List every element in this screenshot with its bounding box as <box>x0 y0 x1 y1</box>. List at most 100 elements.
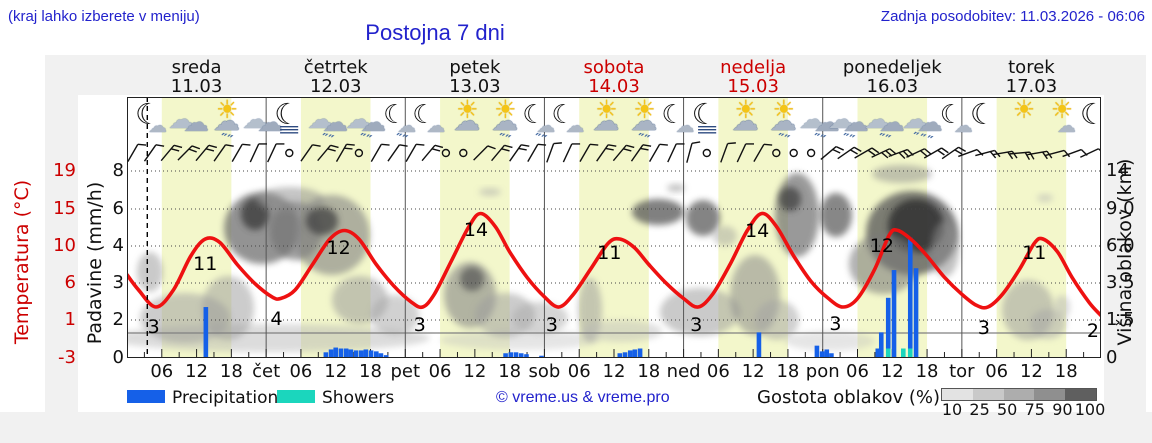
moon-icon: ☾ <box>1079 97 1106 131</box>
weather-icon: ☁ ☁ ″″ <box>798 100 840 149</box>
wind-barb-icon <box>854 147 880 159</box>
x-tick-label: 06 <box>428 361 452 382</box>
temperature-value-label: 3 <box>148 316 160 338</box>
temperature-value-label: 11 <box>193 253 217 275</box>
credit-link[interactable]: © vreme.us & vreme.pro <box>496 389 670 406</box>
cloud-icon: ☁ <box>257 108 283 138</box>
x-tick-label: ned <box>666 361 701 382</box>
x-tick-label: 12 <box>1019 361 1043 382</box>
precip-bar <box>913 268 919 358</box>
temperature-value-label: 12 <box>327 237 351 259</box>
sun-icon: ☀ <box>595 95 618 124</box>
x-tick-label: 18 <box>776 361 800 382</box>
day-name: sreda <box>171 57 222 78</box>
moonC-icon: ☾ <box>551 100 575 130</box>
axis-tick-label: 1.5 <box>1106 309 1135 330</box>
moon-icon: ☾ <box>274 97 301 131</box>
x-tick-label: 06 <box>985 361 1009 382</box>
shower-bar <box>901 348 906 358</box>
weather-icon: ☾ <box>1080 100 1118 144</box>
cloud-density-blob <box>460 267 484 291</box>
day-name: nedelja <box>720 57 787 78</box>
wind-barb-icon <box>473 145 496 161</box>
cloud-icon: ☁ <box>307 105 334 135</box>
calm-wind-icon <box>459 148 468 158</box>
axis-tick-label: 6 <box>112 198 124 219</box>
x-tick-label: 06 <box>846 361 869 382</box>
temperature-value-label: 3 <box>546 314 558 336</box>
weather-icon: ☀ ☁ <box>449 97 487 144</box>
precip-bar <box>508 352 514 358</box>
cloudL-icon: ☁ <box>592 106 620 137</box>
x-tick-label: 12 <box>602 361 626 382</box>
precip-bar <box>756 332 762 358</box>
cloud-density-blob <box>667 184 685 192</box>
x-tick-label: pet <box>390 361 421 382</box>
wind-barb-icon <box>421 144 444 162</box>
cloud-density-blob <box>779 187 801 211</box>
precip-bar <box>513 352 519 358</box>
axis-tick-label: 15 <box>53 198 76 219</box>
cloud-density-blob <box>1030 309 1066 339</box>
day-name: četrtek <box>303 57 368 78</box>
axis-tick-label: 1 <box>64 309 76 330</box>
wind-barb-icon <box>736 143 755 163</box>
calm-wind-icon <box>702 148 711 158</box>
cloud-icon: ☁ <box>798 105 825 135</box>
precip-bar <box>323 352 329 358</box>
cloud-icon: ☁ <box>863 105 890 135</box>
weather-icon: ☀ ☁ ″″ <box>766 95 804 149</box>
precip-bar <box>539 355 544 358</box>
day-date: 13.03 <box>449 76 501 97</box>
x-tick-label: 06 <box>706 361 730 382</box>
cloud-icon: ☁ <box>878 108 905 138</box>
plot-border <box>127 97 1101 358</box>
cloud-icon: ☁ <box>345 105 372 135</box>
cloud-density-blob <box>202 276 254 340</box>
meteogram-chart: 3 11 4 12 3 14 3 11 3 14 3 12 3 11 2 <box>127 97 1101 358</box>
density-tick-label: 75 <box>1024 400 1045 419</box>
precip-bar <box>878 332 884 358</box>
sun-icon: ☀ <box>772 95 795 124</box>
cloudS-icon: ☁ <box>397 115 417 137</box>
density-shade-segment <box>1034 389 1066 400</box>
wind-barb-icon <box>335 143 355 163</box>
sun-icon: ☀ <box>1012 95 1036 124</box>
precip-bar <box>328 349 334 358</box>
weather-icon: ☁ ☁ ″″″ <box>901 100 943 150</box>
weather-icon: ☁ ☁ ″″ <box>863 100 905 149</box>
rain-icon: ″″ <box>774 130 791 150</box>
day-name: ponedeljek <box>842 57 942 78</box>
sun-icon: ☀ <box>216 95 239 124</box>
precip-bar <box>891 270 897 358</box>
density-shade-segment <box>972 389 1004 400</box>
axis-tick-label: 9.0 <box>1106 198 1135 219</box>
wind-barb-icon <box>509 144 530 162</box>
wind-barb-icon <box>667 143 685 163</box>
temp-axis-title: Temperatura (°C) <box>11 179 33 345</box>
temperature-value-label: 4 <box>271 308 283 330</box>
density-shade-segment <box>1003 389 1035 400</box>
cloud-icon: ☁ <box>901 105 928 135</box>
x-tick-label: 12 <box>880 361 904 382</box>
cloudS-icon: ☁ <box>675 115 695 137</box>
x-tick-label: sob <box>528 361 561 382</box>
temperature-value-label: 3 <box>978 317 990 339</box>
weather-icon: ☀ <box>1006 95 1044 144</box>
cloud-icon: ☁ <box>916 108 943 138</box>
cloud-density-blob <box>775 173 819 257</box>
precip-bar <box>203 307 209 358</box>
cloud-density-blob <box>849 234 919 294</box>
density-shade-segment <box>1065 389 1096 400</box>
wind-barb-icon <box>1044 149 1071 158</box>
temperature-value-label: 3 <box>829 313 841 335</box>
precipitation-swatch <box>127 390 165 403</box>
showers-legend-label: Showers <box>322 388 395 408</box>
x-tick-label: 18 <box>498 361 522 382</box>
x-tick-label: 18 <box>1054 361 1078 382</box>
precip-bar <box>819 351 825 358</box>
left-axis-strip <box>45 55 78 443</box>
day-date: 11.03 <box>170 76 223 97</box>
axis-tick-label: 3.5 <box>1106 272 1135 293</box>
wind-barb-icon <box>720 142 736 163</box>
